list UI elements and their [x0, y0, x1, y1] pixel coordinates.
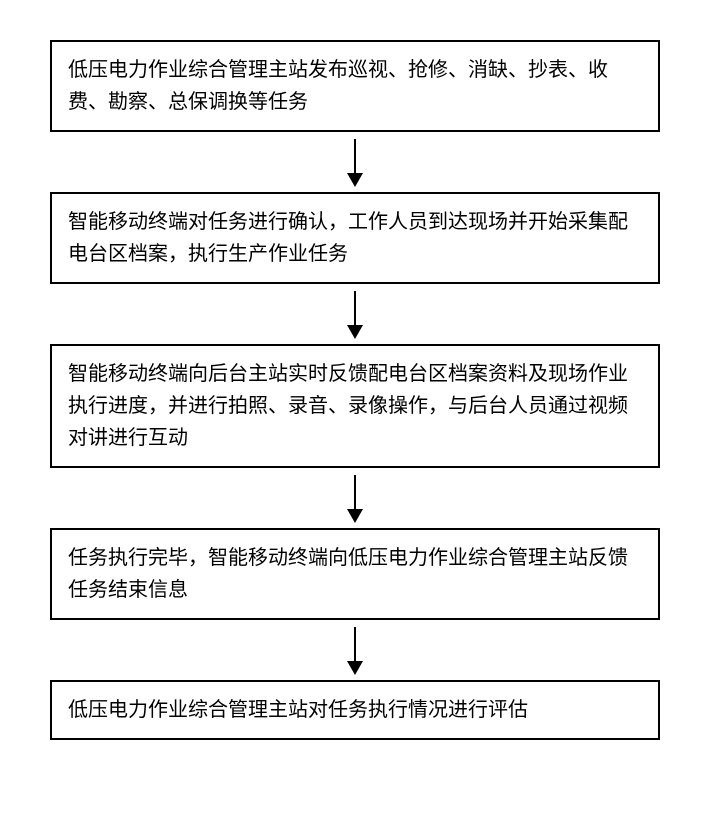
flow-node-1: 低压电力作业综合管理主站发布巡视、抢修、消缺、抄表、收费、勘察、总保调换等任务 — [50, 40, 660, 132]
flowchart-container: 低压电力作业综合管理主站发布巡视、抢修、消缺、抄表、收费、勘察、总保调换等任务 … — [50, 40, 660, 740]
flow-node-3: 智能移动终端向后台主站实时反馈配电台区档案资料及现场作业执行进度，并进行拍照、录… — [50, 344, 660, 468]
flow-arrow-4 — [50, 620, 660, 680]
arrow-down-icon — [354, 475, 356, 521]
flow-node-4: 任务执行完毕，智能移动终端向低压电力作业综合管理主站反馈任务结束信息 — [50, 528, 660, 620]
flow-arrow-3 — [50, 468, 660, 528]
flow-node-5: 低压电力作业综合管理主站对任务执行情况进行评估 — [50, 680, 660, 740]
flow-arrow-1 — [50, 132, 660, 192]
flow-node-5-label: 低压电力作业综合管理主站对任务执行情况进行评估 — [68, 699, 528, 721]
arrow-down-icon — [354, 139, 356, 185]
flow-node-3-label: 智能移动终端向后台主站实时反馈配电台区档案资料及现场作业执行进度，并进行拍照、录… — [68, 363, 628, 449]
flow-node-4-label: 任务执行完毕，智能移动终端向低压电力作业综合管理主站反馈任务结束信息 — [68, 547, 628, 601]
flow-node-2: 智能移动终端对任务进行确认，工作人员到达现场并开始采集配电台区档案，执行生产作业… — [50, 192, 660, 284]
flow-node-1-label: 低压电力作业综合管理主站发布巡视、抢修、消缺、抄表、收费、勘察、总保调换等任务 — [68, 59, 608, 113]
arrow-down-icon — [354, 627, 356, 673]
flow-arrow-2 — [50, 284, 660, 344]
flow-node-2-label: 智能移动终端对任务进行确认，工作人员到达现场并开始采集配电台区档案，执行生产作业… — [68, 211, 628, 265]
arrow-down-icon — [354, 291, 356, 337]
